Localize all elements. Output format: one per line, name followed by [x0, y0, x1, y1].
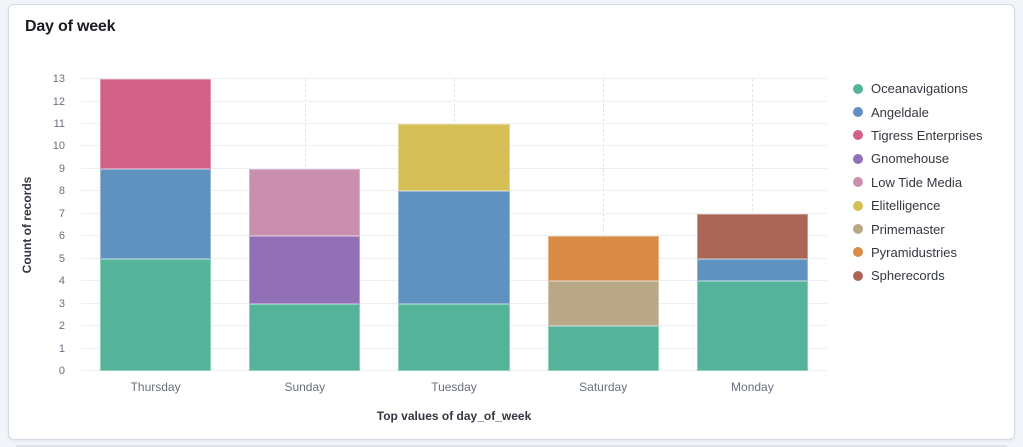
legend-item-primemaster[interactable]: Primemaster	[853, 217, 1011, 240]
legend-label: Primemaster	[871, 221, 945, 237]
legend-dot-icon	[853, 107, 863, 118]
x-tick-label: Sunday	[284, 380, 326, 394]
y-tick-label: 1	[58, 342, 65, 355]
x-tick-label: Monday	[731, 380, 774, 394]
x-axis-tick-labels: Thursday Sunday Tuesday Saturday Monday	[81, 380, 827, 396]
h-gridline	[81, 100, 827, 102]
bar-segment-angeldale[interactable]	[100, 168, 212, 259]
y-tick-label: 11	[53, 117, 65, 130]
legend-label: Elitelligence	[871, 198, 941, 214]
legend-label: Angeldale	[871, 104, 929, 120]
legend-dot-icon	[853, 153, 863, 164]
legend-label: Oceanavigations	[871, 81, 968, 97]
y-tick-label: 10	[52, 140, 65, 153]
y-tick-label: 12	[52, 95, 65, 108]
legend-dot-icon	[853, 270, 863, 281]
y-axis-tick-labels: 0 1 2 3 4 5 6 7 8 9 10 11 12 13	[9, 73, 73, 377]
bar-segment-pyramidustries[interactable]	[547, 236, 659, 282]
x-tick-label: Tuesday	[431, 380, 477, 394]
legend-label: Gnomehouse	[871, 151, 950, 167]
y-tick-label: 2	[58, 320, 65, 333]
bar-segment-angeldale[interactable]	[696, 258, 808, 282]
x-tick-label: Thursday	[130, 380, 181, 394]
bar-segment-tigress-enterprises[interactable]	[100, 79, 212, 169]
legend-dot-icon	[853, 177, 863, 188]
y-tick-label: 13	[52, 73, 65, 85]
panel-title: Day of week	[25, 18, 116, 35]
bar-segment-oceanavigations[interactable]	[696, 281, 808, 371]
legend-item-low-tide-media[interactable]: Low Tide Media	[853, 171, 1011, 194]
bar-segment-oceanavigations[interactable]	[100, 258, 212, 371]
legend-item-spherecords[interactable]: Spherecords	[853, 264, 1011, 287]
y-tick-label: 4	[58, 275, 65, 288]
y-tick-label: 7	[58, 207, 65, 220]
bar-segment-primemaster[interactable]	[547, 281, 659, 327]
bar-segment-elitelligence[interactable]	[398, 123, 510, 192]
y-tick-label: 9	[58, 162, 65, 175]
y-tick-label: 8	[58, 185, 65, 198]
x-axis-title: Top values of day_of_week	[376, 409, 532, 423]
legend-dot-icon	[853, 247, 863, 258]
plot-area	[81, 78, 827, 371]
y-tick-label: 6	[58, 230, 65, 243]
chart-legend: Oceanavigations Angeldale Tigress Enterpri…	[853, 77, 1011, 288]
bar-segment-low-tide-media[interactable]	[249, 168, 361, 237]
legend-label: Pyramidustries	[871, 244, 957, 260]
bar-segment-oceanavigations[interactable]	[249, 303, 361, 371]
bar-segment-spherecords[interactable]	[696, 213, 808, 259]
v-gridline	[603, 79, 605, 371]
h-gridline	[81, 78, 827, 79]
legend-item-oceanavigations[interactable]: Oceanavigations	[853, 77, 1011, 100]
y-tick-label: 5	[58, 252, 65, 265]
y-tick-label: 0	[58, 365, 65, 377]
legend-item-tigress-enterprises[interactable]: Tigress Enterprises	[853, 124, 1011, 147]
legend-dot-icon	[853, 200, 863, 211]
x-tick-label: Saturday	[579, 380, 628, 394]
legend-item-elitelligence[interactable]: Elitelligence	[853, 194, 1011, 217]
bar-segment-oceanavigations[interactable]	[398, 303, 510, 371]
y-tick-label: 3	[58, 297, 65, 310]
h-gridline	[81, 122, 827, 124]
legend-dot-icon	[853, 130, 863, 141]
bar-segment-oceanavigations[interactable]	[547, 326, 659, 371]
legend-item-gnomehouse[interactable]: Gnomehouse	[853, 147, 1011, 170]
bar-segment-angeldale[interactable]	[398, 191, 510, 304]
legend-item-angeldale[interactable]: Angeldale	[853, 100, 1011, 123]
legend-label: Low Tide Media	[871, 174, 963, 190]
legend-label: Tigress Enterprises	[871, 127, 983, 143]
bar-segment-gnomehouse[interactable]	[249, 236, 361, 304]
legend-label: Spherecords	[871, 268, 945, 284]
next-panel-edge	[16, 445, 1007, 447]
legend-item-pyramidustries[interactable]: Pyramidustries	[853, 241, 1011, 264]
legend-dot-icon	[853, 224, 863, 235]
legend-dot-icon	[853, 83, 863, 94]
